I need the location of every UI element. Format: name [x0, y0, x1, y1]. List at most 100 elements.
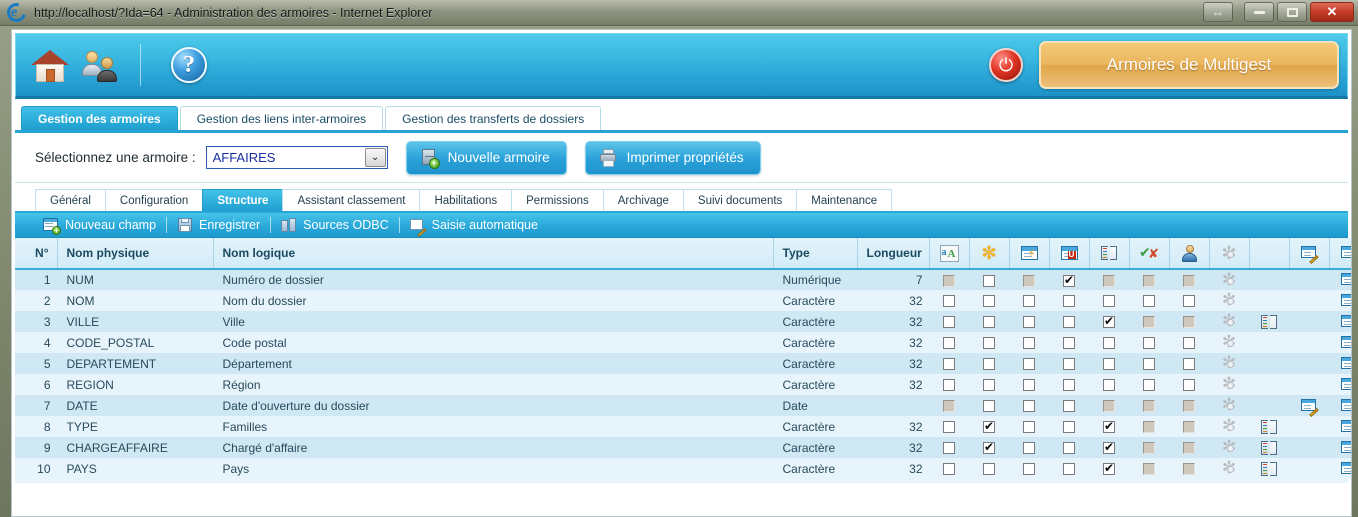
cell-checkbox-unique[interactable]: [1049, 290, 1089, 311]
cell-checkbox-unique[interactable]: [1049, 416, 1089, 437]
cell-checkbox-unique[interactable]: [1049, 332, 1089, 353]
print-properties-button[interactable]: Imprimer propriétés: [584, 140, 761, 175]
header-unique-icon[interactable]: U: [1049, 238, 1090, 270]
checkbox-unique[interactable]: [1063, 337, 1075, 350]
cell-checkbox-unique[interactable]: [1049, 353, 1089, 374]
cell-delete[interactable]: [1329, 437, 1351, 458]
checkbox-unique[interactable]: [1063, 379, 1075, 392]
cell-logical-name[interactable]: Familles: [213, 416, 773, 437]
cell-settings[interactable]: [1209, 416, 1249, 437]
delete-icon[interactable]: [1341, 419, 1351, 434]
cell-checkbox-unique[interactable]: [1049, 395, 1089, 416]
cell-checkbox-validation[interactable]: [1129, 311, 1169, 332]
cell-checkbox-user[interactable]: [1169, 311, 1209, 332]
cell-settings[interactable]: [1209, 458, 1249, 479]
cell-checkbox-dictionary[interactable]: [1089, 311, 1129, 332]
subtab-assistant-classement[interactable]: Assistant classement: [282, 189, 421, 211]
checkbox-auto-fill[interactable]: [1023, 463, 1035, 476]
book-icon[interactable]: [1261, 440, 1277, 455]
cell-checkbox-case-format[interactable]: [929, 374, 969, 395]
cell-checkbox-case-format[interactable]: [929, 395, 969, 416]
book-icon[interactable]: [1261, 314, 1277, 329]
cell-logical-name[interactable]: Code postal: [213, 332, 773, 353]
cell-edit[interactable]: [1289, 311, 1329, 332]
checkbox-unique[interactable]: [1063, 358, 1075, 371]
cell-edit[interactable]: [1289, 416, 1329, 437]
subtab-archivage[interactable]: Archivage: [602, 189, 684, 211]
cell-checkbox-required[interactable]: [969, 416, 1009, 437]
checkbox-required[interactable]: [983, 419, 995, 434]
checkbox-required[interactable]: [983, 400, 995, 413]
brand-button[interactable]: Armoires de Multigest: [1039, 41, 1339, 89]
cell-delete[interactable]: [1329, 416, 1351, 437]
book-icon[interactable]: [1261, 419, 1277, 434]
checkbox-dictionary[interactable]: [1103, 358, 1115, 371]
cell-checkbox-case-format[interactable]: [929, 353, 969, 374]
cell-checkbox-user[interactable]: [1169, 416, 1209, 437]
cell-checkbox-auto-fill[interactable]: [1009, 269, 1049, 290]
checkbox-unique[interactable]: [1063, 463, 1075, 476]
cell-logical-name[interactable]: Nom du dossier: [213, 290, 773, 311]
cell-delete[interactable]: [1329, 374, 1351, 395]
header-case-format-icon[interactable]: [929, 238, 970, 270]
cell-checkbox-dictionary[interactable]: [1089, 290, 1129, 311]
cell-checkbox-validation[interactable]: [1129, 374, 1169, 395]
cell-settings[interactable]: [1209, 311, 1249, 332]
checkbox-user[interactable]: [1183, 358, 1195, 371]
table-row[interactable]: 9 CHARGEAFFAIRE Chargé d'affaire Caractère 3…: [15, 437, 1351, 458]
cell-settings[interactable]: [1209, 395, 1249, 416]
checkbox-validation[interactable]: [1143, 379, 1155, 392]
cell-physical-name[interactable]: DEPARTEMENT: [57, 353, 213, 374]
gear-icon[interactable]: [1222, 356, 1237, 371]
cell-physical-name[interactable]: CODE_POSTAL: [57, 332, 213, 353]
delete-icon[interactable]: [1341, 377, 1351, 392]
window-controls[interactable]: ⇔ ✕: [1203, 2, 1354, 22]
header-user-icon[interactable]: [1169, 238, 1210, 270]
checkbox-required[interactable]: [983, 295, 995, 308]
header-type[interactable]: Type: [773, 238, 858, 270]
cell-checkbox-dictionary[interactable]: [1089, 353, 1129, 374]
cell-checkbox-dictionary[interactable]: [1089, 437, 1129, 458]
header-required-icon[interactable]: [969, 238, 1010, 270]
checkbox-case-format[interactable]: [943, 316, 955, 329]
cell-settings[interactable]: [1209, 437, 1249, 458]
cell-checkbox-user[interactable]: [1169, 353, 1209, 374]
cell-checkbox-auto-fill[interactable]: [1009, 374, 1049, 395]
cell-logical-name[interactable]: Département: [213, 353, 773, 374]
cell-checkbox-user[interactable]: [1169, 395, 1209, 416]
checkbox-auto-fill[interactable]: [1023, 358, 1035, 371]
power-icon[interactable]: ⏻: [989, 48, 1023, 82]
cell-checkbox-case-format[interactable]: [929, 458, 969, 479]
cell-dictionary[interactable]: [1249, 269, 1289, 290]
header-edit-icon[interactable]: [1289, 238, 1330, 270]
checkbox-case-format[interactable]: [943, 337, 955, 350]
cell-checkbox-case-format[interactable]: [929, 332, 969, 353]
cell-dictionary[interactable]: [1249, 395, 1289, 416]
tab-gestion-des-transferts-de-dossiers[interactable]: Gestion des transferts de dossiers: [385, 106, 602, 130]
cell-logical-name[interactable]: Région: [213, 374, 773, 395]
cell-logical-name[interactable]: Chargé d'affaire: [213, 437, 773, 458]
table-row[interactable]: 5 DEPARTEMENT Département Caractère 32: [15, 353, 1351, 374]
checkbox-auto-fill[interactable]: [1023, 295, 1035, 308]
cell-checkbox-validation[interactable]: [1129, 353, 1169, 374]
header-validation-icon[interactable]: [1129, 238, 1170, 270]
cell-checkbox-case-format[interactable]: [929, 437, 969, 458]
subtab-suivi-documents[interactable]: Suivi documents: [682, 189, 798, 211]
resize-button[interactable]: ⇔: [1203, 2, 1233, 22]
cell-checkbox-validation[interactable]: [1129, 416, 1169, 437]
cell-logical-name[interactable]: Ville: [213, 311, 773, 332]
gear-icon[interactable]: [1222, 419, 1237, 434]
checkbox-dictionary[interactable]: [1103, 295, 1115, 308]
cell-edit[interactable]: [1289, 353, 1329, 374]
checkbox-validation[interactable]: [1143, 337, 1155, 350]
cell-checkbox-unique[interactable]: [1049, 437, 1089, 458]
gear-icon[interactable]: [1222, 293, 1237, 308]
checkbox-dictionary[interactable]: [1103, 440, 1115, 455]
table-row[interactable]: 6 REGION Région Caractère 32: [15, 374, 1351, 395]
delete-icon[interactable]: [1341, 335, 1351, 350]
cell-dictionary[interactable]: [1249, 416, 1289, 437]
checkbox-required[interactable]: [983, 316, 995, 329]
checkbox-case-format[interactable]: [943, 379, 955, 392]
delete-icon[interactable]: [1341, 461, 1351, 476]
delete-icon[interactable]: [1341, 273, 1351, 287]
